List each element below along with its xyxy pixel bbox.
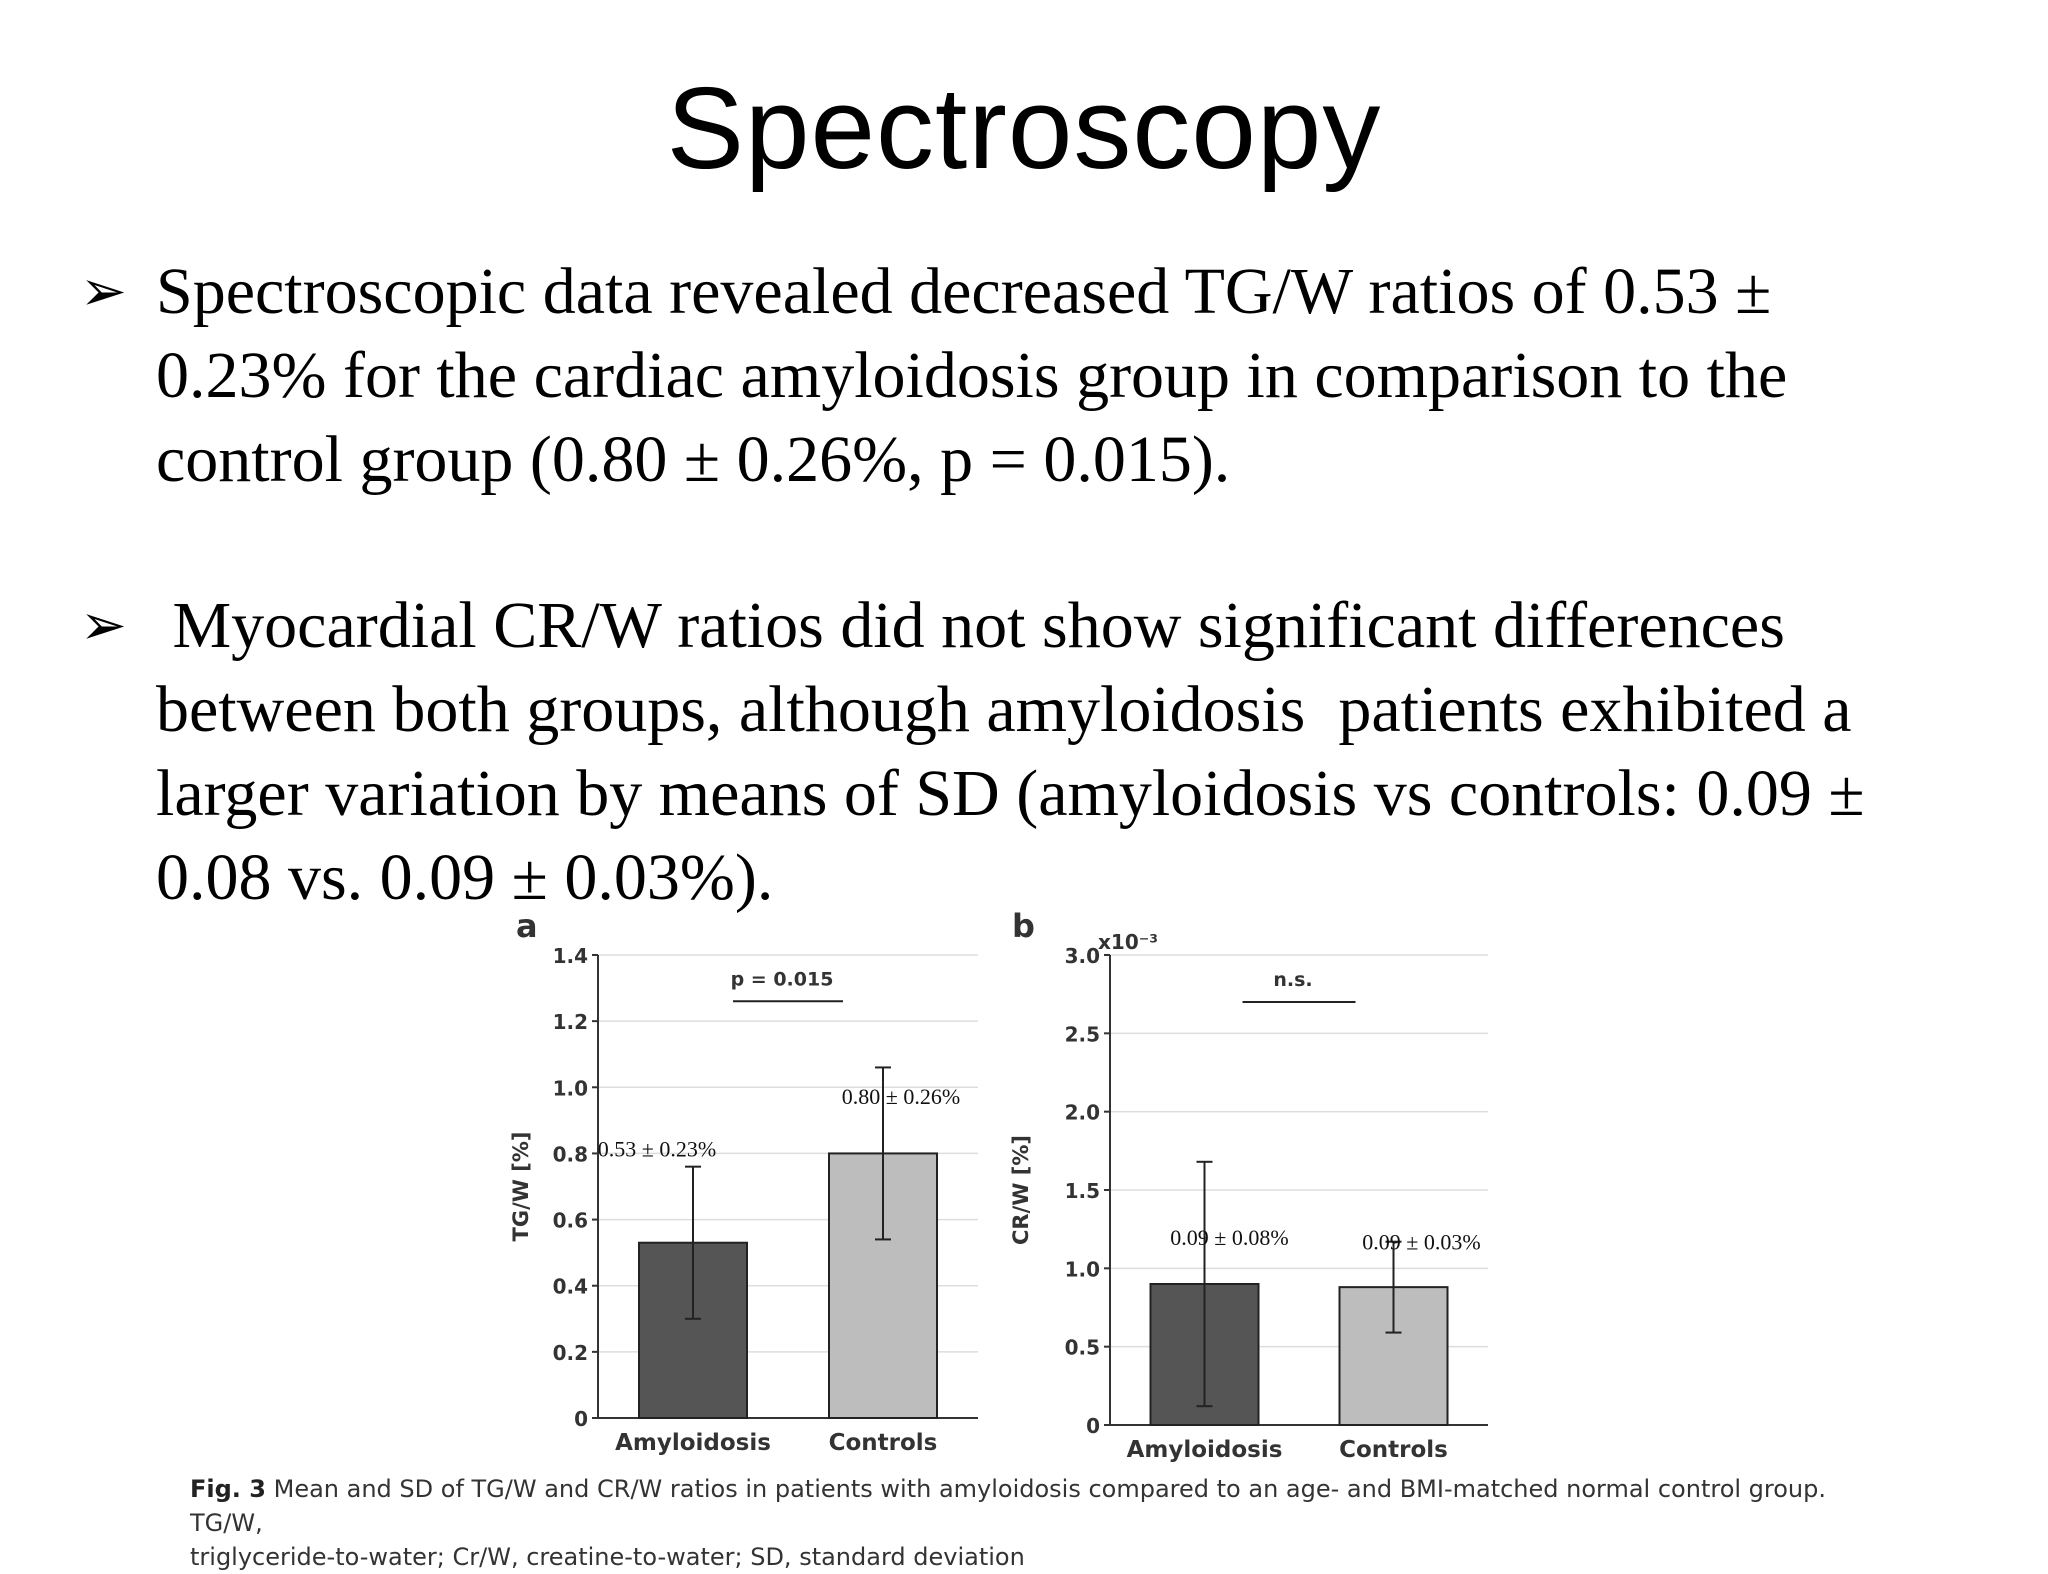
data-label: 0.80 ± 0.26% [842, 1084, 960, 1109]
y-tick-label: 0.6 [553, 1209, 588, 1233]
panel-label: a [516, 907, 538, 945]
bullet-line: larger variation by means of SD (amyloid… [156, 757, 1865, 830]
y-axis-title: TG/W [%] [509, 1132, 533, 1242]
bullet-line: Spectroscopic data revealed decreased TG… [156, 255, 1772, 328]
y-tick-label: 1.5 [1065, 1179, 1100, 1203]
bullet-line: 0.08 vs. 0.09 ± 0.03%). [156, 841, 774, 914]
y-tick-label: 0.5 [1065, 1336, 1100, 1360]
y-tick-label: 3.0 [1065, 944, 1100, 968]
panel-label: b [1012, 907, 1035, 945]
x-tick-label: Controls [1339, 1437, 1448, 1463]
x-tick-label: Amyloidosis [615, 1430, 771, 1456]
chart-panel-b: 0 0.5 1.0 1.5 2.0 2.5 3.0 CR/W [%] b x10⁻³ Amyloid… [1009, 907, 1488, 1463]
y-tick-label: 1.0 [553, 1076, 588, 1100]
x-tick-label: Amyloidosis [1127, 1437, 1283, 1463]
bullet-crw-result: ➢ Myocardial CR/W ratios did not show si… [80, 584, 1996, 920]
y-tick-label: 0.4 [553, 1275, 588, 1299]
y-tick-label: 1.4 [553, 944, 588, 968]
y-scale-label: x10⁻³ [1098, 930, 1158, 954]
data-label: 0.09 ± 0.03% [1362, 1230, 1480, 1255]
caption-text-line2: triglyceride-to-water; Cr/W, creatine-to… [190, 1543, 1025, 1571]
y-axis-title: CR/W [%] [1009, 1135, 1033, 1245]
significance-label: n.s. [1273, 969, 1312, 991]
y-tick-label: 2.5 [1065, 1022, 1100, 1046]
slide-title: Spectroscopy [666, 63, 1382, 193]
bullet-line: between both groups, although amyloidosi… [156, 673, 1852, 746]
caption-text: Mean and SD of TG/W and CR/W ratios in p… [190, 1475, 1827, 1537]
y-tick-label: 2.0 [1065, 1101, 1100, 1125]
bullet-arrow-icon: ➢ [80, 261, 127, 323]
data-label: 0.09 ± 0.08% [1170, 1225, 1288, 1250]
y-tick-label: 0.8 [553, 1142, 588, 1166]
y-tick-label: 0.2 [553, 1341, 588, 1365]
figure-3: 0 0.2 0.4 0.6 0.8 1.0 1.2 1.4 TG/W [%] a Amyloidos… [500, 895, 1520, 1550]
bullet-line: control group (0.80 ± 0.26%, p = 0.015). [156, 423, 1231, 496]
significance-label: p = 0.015 [731, 968, 834, 990]
y-tick-label: 1.2 [553, 1010, 588, 1034]
figure-caption: Fig. 3 Mean and SD of TG/W and CR/W rati… [190, 1472, 1890, 1574]
y-tick-label: 0 [574, 1407, 588, 1431]
chart-panel-a: 0 0.2 0.4 0.6 0.8 1.0 1.2 1.4 TG/W [%] a Amyloidos… [509, 907, 978, 1456]
bullet-arrow-icon: ➢ [80, 595, 127, 657]
y-tick-label: 1.0 [1065, 1257, 1100, 1281]
y-tick-label: 0 [1086, 1414, 1100, 1438]
bullet-line: 0.23% for the cardiac amyloidosis group … [156, 339, 1788, 412]
bullet-tgw-result: ➢ Spectroscopic data revealed decreased … [80, 250, 1996, 502]
x-tick-label: Controls [829, 1430, 938, 1456]
figure-label: Fig. 3 [190, 1475, 266, 1503]
data-label: 0.53 ± 0.23% [598, 1137, 716, 1162]
bullet-line: Myocardial CR/W ratios did not show sign… [156, 589, 1785, 662]
